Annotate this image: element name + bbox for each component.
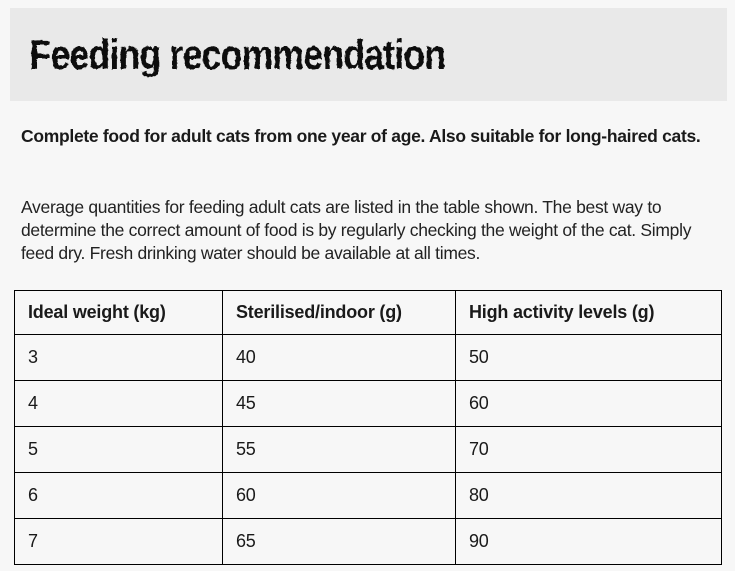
cell-sterilised-indoor: 65 [222,518,456,565]
cell-ideal-weight: 7 [14,518,223,565]
cell-sterilised-indoor: 45 [222,380,456,427]
cell-sterilised-indoor: 40 [222,334,456,381]
cell-ideal-weight: 3 [14,334,223,381]
cell-sterilised-indoor: 55 [222,426,456,473]
table-row: 6 60 80 [14,472,722,519]
intro-bold-text: Complete food for adult cats from one ye… [21,126,701,146]
cell-high-activity: 50 [455,334,722,381]
cell-high-activity: 90 [455,518,722,565]
header-band: Feeding recommendation [10,8,727,101]
cell-sterilised-indoor: 60 [222,472,456,519]
intro-paragraph: Average quantities for feeding adult cat… [21,197,692,263]
cell-high-activity: 70 [455,426,722,473]
cell-ideal-weight: 6 [14,472,223,519]
column-header-high-activity: High activity levels (g) [455,290,722,335]
feeding-table: Ideal weight (kg) Sterilised/indoor (g) … [14,290,722,565]
column-header-ideal-weight: Ideal weight (kg) [14,290,223,335]
cell-high-activity: 60 [455,380,722,427]
cell-ideal-weight: 5 [14,426,223,473]
table-header-row: Ideal weight (kg) Sterilised/indoor (g) … [14,290,722,335]
table-row: 5 55 70 [14,426,722,473]
table-row: 7 65 90 [14,518,722,565]
cell-ideal-weight: 4 [14,380,223,427]
table-row: 3 40 50 [14,334,722,381]
column-header-sterilised-indoor: Sterilised/indoor (g) [222,290,456,335]
table-row: 4 45 60 [14,380,722,427]
page-title: Feeding recommendation [29,30,447,78]
cell-high-activity: 80 [455,472,722,519]
